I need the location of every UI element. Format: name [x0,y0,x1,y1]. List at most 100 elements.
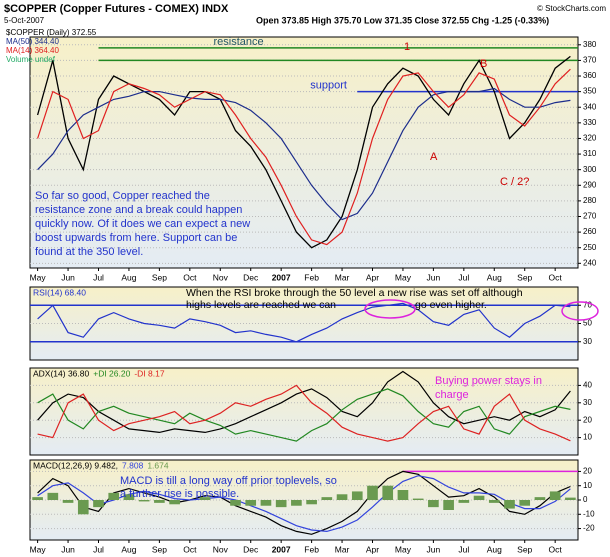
y-tick-label: 350 [583,87,597,96]
x-tick-label: May [395,544,412,554]
x-tick-label: Apr [366,544,379,554]
note: Buying power stays in [435,375,542,387]
note: When the RSI broke through the 50 level … [186,287,523,299]
note: boost upwards from here. Support can be [35,232,237,244]
annotations: 1 B A C / 2? So far so good, Copper reac… [35,41,599,500]
series-line [37,87,571,221]
x-tick-label: Jul [458,544,469,554]
histogram-bar [336,494,348,500]
histogram-bar [458,500,470,503]
legend-entry: MA(14) 364.40 [6,46,59,55]
histogram-bar [412,498,424,500]
histogram-bar [230,500,241,506]
histogram-bar [488,500,500,503]
histogram-bar [291,500,302,506]
x-tick-label: Dec [243,544,259,554]
x-tick-label: Aug [487,272,502,282]
histogram-bar [397,490,409,500]
y-tick-label: 30 [583,337,592,346]
series-line [37,302,571,343]
histogram-bar [245,500,257,506]
legend-entry: MACD(12,26,9) 9.482, [33,460,118,470]
y-tick-label: 330 [583,118,597,127]
legend-entry: Volume undef [6,55,56,64]
x-tick-label: Jul [458,272,469,282]
y-tick-label: 10 [583,481,592,490]
y-tick-label: 30 [583,398,592,407]
histogram-bar [321,497,333,500]
note: found at the 350 level. [35,246,143,258]
histogram-bar [93,500,104,508]
x-tick-label: Sep [517,272,532,282]
series-line [37,388,571,442]
histogram-bar [275,500,287,508]
y-tick-label: 0 [583,495,588,504]
reference-label: resistance [214,36,264,48]
x-tick-label: Dec [243,272,259,282]
histogram-bar [534,497,546,500]
plots: 2402502602702802903003103203303403503603… [6,28,597,554]
x-tick-label: Aug [121,544,136,554]
series-line [37,370,571,434]
y-tick-label: 250 [583,243,597,252]
histogram-bar [473,495,485,500]
histogram-bar [549,491,561,500]
note: charge [435,389,469,401]
annotation: C / 2? [500,176,529,188]
note: highs levels are reached we can [186,299,336,311]
x-tick-label: Jun [427,272,441,282]
y-tick-label: 270 [583,212,597,221]
annotation: 1 [404,41,410,53]
legend-entry: $COPPER (Daily) 372.55 [6,28,97,37]
x-tick-label: Sep [152,544,167,554]
reference-label: support [310,80,347,92]
annotation: A [430,151,438,163]
series-line [36,55,571,249]
x-tick-label: Oct [549,544,563,554]
legend-entry: +DI 26.20 [93,368,130,378]
y-tick-label: 280 [583,196,597,205]
panel-background [29,367,579,456]
x-tick-label: Feb [304,544,319,554]
histogram-bar [351,491,363,500]
x-tick-label: Mar [335,272,350,282]
x-tick-label: May [30,544,47,554]
y-tick-label: 370 [583,56,597,65]
y-tick-label: 240 [583,258,597,267]
note: MACD is till a long way off prior toplev… [120,475,337,487]
x-tick-label: Sep [517,544,532,554]
histogram-bar [108,492,120,500]
histogram-bar [504,500,515,509]
x-tick-label: Jun [61,544,75,554]
histogram-bar [123,494,135,500]
y-tick-label: 20 [583,467,592,476]
series-line [37,68,571,246]
x-tick-label: Mar [335,544,350,554]
legend-entry: ADX(14) 36.80 [33,368,89,378]
histogram-bar [138,500,150,502]
y-tick-label: 310 [583,149,597,158]
x-tick-label: Oct [549,272,563,282]
x-tick-label: Jul [93,272,104,282]
legend-entry: RSI(14) 68.40 [33,287,86,297]
histogram-bar [519,500,531,506]
x-tick-label: May [395,272,412,282]
x-tick-label: Aug [487,544,502,554]
highlight [364,299,416,319]
x-tick-label: Apr [366,272,379,282]
y-tick-label: 290 [583,180,597,189]
histogram-bar [169,500,180,505]
title: $COPPER (Copper Futures - COMEX) INDX [4,3,229,15]
note: So far so good, Copper reached the [35,190,210,202]
series-line [37,384,571,442]
histogram-bar [47,492,59,500]
x-tick-label: 2007 [272,272,291,282]
histogram-bar [565,497,576,500]
histogram-bar [62,500,74,503]
legend-entry: -DI 8.17 [134,368,165,378]
x-tick-label: Jun [427,544,441,554]
x-tick-label: Feb [304,272,319,282]
x-tick-label: Nov [213,544,229,554]
y-tick-label: 340 [583,102,597,111]
